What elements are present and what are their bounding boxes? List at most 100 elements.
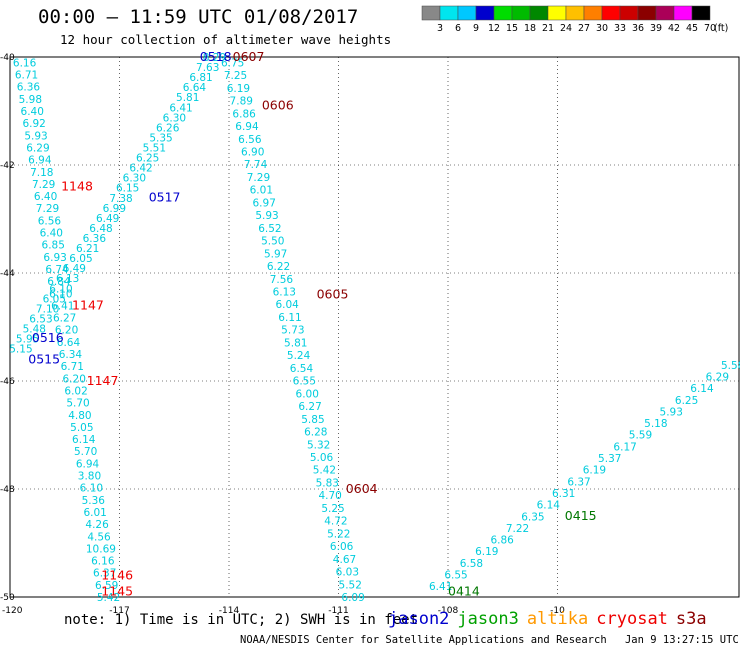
x-tick-label: -114 bbox=[219, 606, 240, 616]
color-swatch bbox=[673, 5, 693, 21]
wave-height-value: 6.19 bbox=[583, 465, 606, 477]
pass-time-label: 0606 bbox=[262, 98, 294, 113]
wave-height-value: 6.71 bbox=[61, 361, 84, 373]
wave-height-value: 7.56 bbox=[270, 274, 294, 286]
wave-height-value: 5.81 bbox=[284, 337, 307, 349]
footnote: note: 1) Time is in UTC; 2) SWH is in fe… bbox=[64, 612, 419, 628]
wave-height-value: 6.94 bbox=[28, 155, 52, 167]
wave-height-value: 6.40 bbox=[34, 191, 57, 203]
wave-height-value: 6.55 bbox=[293, 376, 316, 388]
wave-height-value: 5.98 bbox=[19, 94, 42, 106]
wave-height-value: 5.24 bbox=[287, 350, 311, 362]
wave-height-value: 6.22 bbox=[267, 261, 290, 273]
color-swatch bbox=[493, 5, 513, 21]
wave-height-value: 6.27 bbox=[298, 401, 321, 413]
wave-height-value: 6.86 bbox=[232, 108, 256, 120]
wave-height-value: 6.74 bbox=[45, 264, 69, 276]
color-swatch bbox=[655, 5, 675, 21]
satellite-s3a: s3a bbox=[675, 609, 707, 629]
wave-height-value: 7.18 bbox=[30, 167, 53, 179]
wave-height-value: 6.58 bbox=[460, 558, 483, 570]
wave-height-value: 7.25 bbox=[224, 70, 247, 82]
wave-height-value: 6.81 bbox=[189, 72, 212, 84]
wave-height-value: 6.10 bbox=[49, 283, 72, 295]
pass-time-label: 0607 bbox=[233, 49, 265, 64]
wave-height-value: 5.50 bbox=[261, 236, 284, 248]
wave-height-value: 6.54 bbox=[290, 363, 314, 375]
wave-height-value: 6.53 bbox=[29, 313, 52, 325]
y-tick-label: -48 bbox=[0, 485, 15, 495]
color-swatch bbox=[565, 5, 585, 21]
wave-height-value: 6.17 bbox=[613, 441, 636, 453]
wave-height-value: 6.94 bbox=[76, 458, 100, 470]
wave-height-value: 4.72 bbox=[324, 516, 347, 528]
wave-height-value: 10.69 bbox=[86, 543, 116, 555]
color-scale-legend: 3 6 9 12 15 18 21 24 27 30 33 36 39 42 45 70(ft) bbox=[421, 5, 728, 34]
wave-height-value: 7.89 bbox=[230, 96, 253, 108]
wave-height-value: 6.49 bbox=[96, 213, 119, 225]
wave-height-value: 5.51 bbox=[143, 142, 166, 154]
y-tick-label: -42 bbox=[0, 161, 15, 171]
wave-height-value: 6.93 bbox=[43, 252, 66, 264]
wave-height-value: 6.34 bbox=[59, 349, 83, 361]
wave-height-value: 6.05 bbox=[43, 293, 66, 305]
wave-height-value: 6.14 bbox=[690, 383, 714, 395]
wave-height-value: 6.04 bbox=[275, 299, 299, 311]
wave-height-value: 6.30 bbox=[123, 173, 146, 185]
pass-time-label: 1145 bbox=[101, 584, 133, 599]
wave-height-value: 5.05 bbox=[70, 422, 93, 434]
wave-height-value: 6.40 bbox=[21, 106, 44, 118]
wave-height-value: 6.05 bbox=[69, 253, 92, 265]
wave-height-value: 5.95 bbox=[16, 334, 39, 346]
wave-height-value: 6.90 bbox=[241, 147, 264, 159]
pass-time-label: 1147 bbox=[87, 373, 119, 388]
color-scale-label: 30 bbox=[596, 23, 608, 34]
y-tick-label: -46 bbox=[0, 377, 15, 387]
color-scale-label: 12 bbox=[488, 23, 500, 34]
color-scale-label: 33 bbox=[614, 23, 626, 34]
x-tick-label: -117 bbox=[109, 606, 129, 616]
wave-height-value: 6.26 bbox=[156, 122, 180, 134]
credit-line: NOAA/NESDIS Center for Satellite Applica… bbox=[240, 634, 740, 646]
wave-height-value: 6.11 bbox=[278, 312, 301, 324]
wave-height-value: 6.55 bbox=[444, 570, 467, 582]
wave-height-value: 7.38 bbox=[109, 193, 132, 205]
color-scale-label: 45 bbox=[686, 23, 698, 34]
chart-title: 00:00 – 11:59 UTC 01/08/2017 bbox=[38, 6, 359, 28]
wave-height-value: 6.36 bbox=[83, 233, 107, 245]
wave-height-value: 6.13 bbox=[56, 273, 79, 285]
wave-height-value: 6.21 bbox=[76, 243, 99, 255]
satellite-legend: jason2 jason3 altika cryosat s3a bbox=[388, 609, 715, 629]
color-scale-label: 36 bbox=[632, 23, 644, 34]
wave-height-value: 6.94 bbox=[235, 121, 259, 133]
wave-height-value: 5.42 bbox=[97, 592, 120, 604]
wave-height-value: 6.20 bbox=[55, 325, 78, 337]
wave-height-value: 6.37 bbox=[567, 476, 590, 488]
wave-height-value: 5.15 bbox=[9, 344, 32, 356]
wave-height-value: 6.35 bbox=[521, 511, 544, 523]
wave-height-value: 7.29 bbox=[247, 172, 270, 184]
wave-height-value: 6.09 bbox=[341, 592, 364, 604]
x-tick-label: -108 bbox=[438, 606, 459, 616]
color-scale-label: 70 bbox=[704, 23, 716, 34]
wave-height-value: 5.18 bbox=[644, 418, 667, 430]
color-scale-label: 21 bbox=[542, 23, 554, 34]
wave-height-value: 6.16 bbox=[91, 556, 115, 568]
wave-height-value: 5.35 bbox=[149, 132, 172, 144]
wave-height-value: 4.67 bbox=[333, 554, 356, 566]
wave-height-value: 6.00 bbox=[296, 388, 319, 400]
wave-height-value: 5.32 bbox=[307, 439, 330, 451]
satellite-altika: altika bbox=[526, 609, 589, 629]
wave-height-value: 6.84 bbox=[47, 276, 71, 288]
pass-time-label: 0605 bbox=[317, 287, 349, 302]
wave-height-value: 5.58 bbox=[721, 360, 740, 372]
wave-height-value: 6.41 bbox=[169, 102, 192, 114]
pass-time-label: 0517 bbox=[149, 189, 181, 204]
wave-height-value: 6.36 bbox=[17, 82, 41, 94]
color-swatch bbox=[439, 5, 459, 21]
wave-height-value: 6.85 bbox=[42, 240, 65, 252]
satellite-jason3: jason3 bbox=[457, 609, 519, 629]
plot-border bbox=[9, 56, 740, 598]
wave-height-value: 6.42 bbox=[129, 163, 152, 175]
